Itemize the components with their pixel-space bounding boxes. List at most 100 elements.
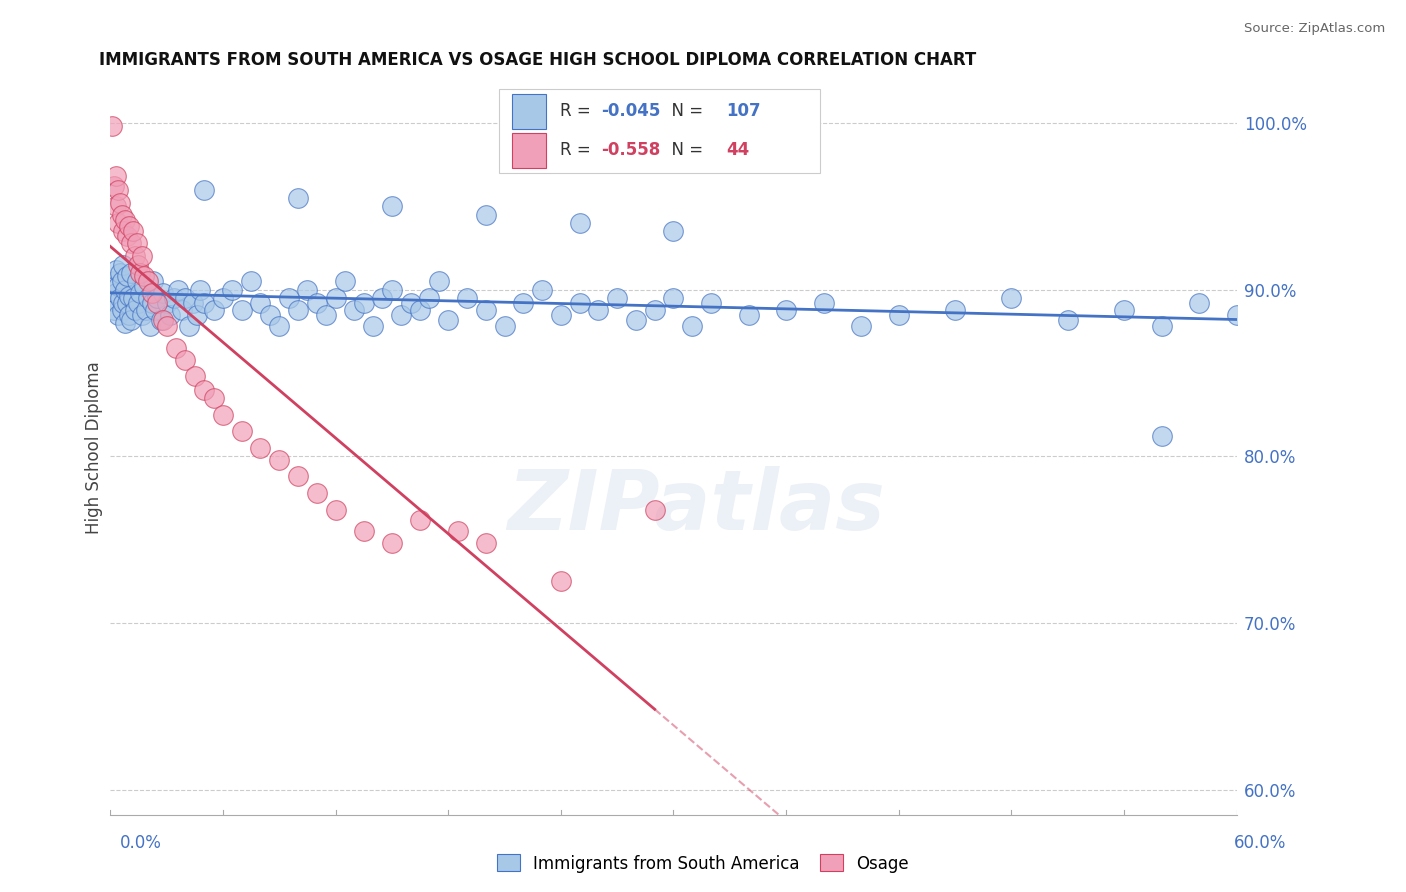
Point [183, 369, 205, 384]
Point [662, 224, 685, 238]
Point [371, 291, 394, 305]
Point [120, 266, 142, 280]
Point [249, 441, 271, 455]
Point [456, 291, 478, 305]
Point [110, 302, 132, 317]
Point [114, 316, 136, 330]
Point [343, 302, 366, 317]
Point [1112, 302, 1135, 317]
Text: Source: ZipAtlas.com: Source: ZipAtlas.com [1244, 22, 1385, 36]
Point [107, 279, 129, 293]
Point [112, 296, 135, 310]
Point [221, 283, 243, 297]
Point [381, 536, 404, 550]
Point [103, 179, 125, 194]
Point [118, 289, 141, 303]
Point [737, 308, 759, 322]
Point [193, 383, 215, 397]
Point [174, 352, 197, 367]
Point [104, 199, 127, 213]
Point [887, 308, 910, 322]
Point [775, 302, 797, 317]
Point [132, 269, 155, 284]
Point [141, 296, 163, 310]
Point [662, 291, 685, 305]
Point [108, 291, 131, 305]
Point [325, 502, 347, 516]
Point [1226, 308, 1249, 322]
Point [121, 224, 143, 238]
Point [115, 269, 138, 284]
Point [1150, 319, 1173, 334]
Text: N =: N = [661, 141, 709, 160]
Point [550, 308, 572, 322]
Point [943, 302, 966, 317]
Point [202, 391, 225, 405]
Point [107, 216, 129, 230]
Point [181, 296, 204, 310]
Point [212, 408, 235, 422]
Point [152, 312, 174, 326]
Point [163, 291, 186, 305]
Point [269, 319, 291, 334]
Legend: Immigrants from South America, Osage: Immigrants from South America, Osage [491, 847, 915, 880]
Point [166, 283, 188, 297]
Point [437, 312, 460, 326]
Point [427, 274, 450, 288]
Point [159, 308, 181, 322]
Point [138, 319, 160, 334]
Text: 107: 107 [727, 103, 761, 120]
Point [170, 302, 193, 317]
Point [101, 120, 124, 134]
Point [104, 285, 127, 300]
Point [125, 274, 148, 288]
Point [124, 302, 146, 317]
Point [681, 319, 703, 334]
Point [259, 308, 281, 322]
Text: 60.0%: 60.0% [1234, 834, 1286, 852]
Point [531, 283, 554, 297]
Text: ZIPatlas: ZIPatlas [508, 467, 884, 547]
Point [125, 235, 148, 250]
Point [127, 296, 149, 310]
Point [1056, 312, 1078, 326]
Point [141, 285, 163, 300]
Point [361, 319, 384, 334]
Point [494, 319, 516, 334]
Point [121, 291, 143, 305]
Point [107, 183, 129, 197]
Point [136, 291, 159, 305]
Point [353, 296, 375, 310]
Point [149, 312, 172, 326]
Text: -0.558: -0.558 [602, 141, 661, 160]
Point [297, 283, 319, 297]
Point [568, 296, 591, 310]
Point [269, 452, 291, 467]
Point [124, 249, 146, 263]
Point [474, 208, 496, 222]
Point [143, 302, 166, 317]
Point [131, 308, 153, 322]
Text: N =: N = [661, 103, 709, 120]
Point [202, 302, 225, 317]
Point [231, 302, 253, 317]
Point [101, 294, 124, 309]
FancyBboxPatch shape [499, 88, 820, 173]
Point [325, 291, 347, 305]
Point [110, 274, 132, 288]
Point [112, 224, 135, 238]
Point [103, 302, 125, 317]
Point [103, 274, 125, 288]
Point [700, 296, 723, 310]
Point [287, 191, 309, 205]
Point [104, 262, 127, 277]
Point [813, 296, 835, 310]
Point [146, 291, 169, 305]
Point [305, 486, 328, 500]
Point [131, 249, 153, 263]
Text: IMMIGRANTS FROM SOUTH AMERICA VS OSAGE HIGH SCHOOL DIPLOMA CORRELATION CHART: IMMIGRANTS FROM SOUTH AMERICA VS OSAGE H… [98, 51, 976, 69]
Point [231, 425, 253, 439]
Point [381, 283, 404, 297]
Point [550, 574, 572, 589]
Point [155, 319, 177, 334]
